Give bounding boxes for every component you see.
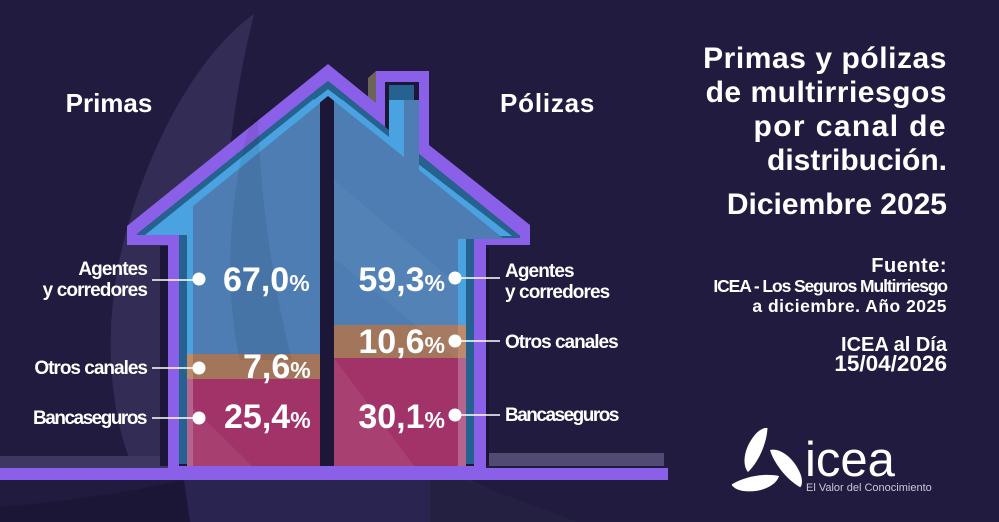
svg-text:Fuente:: Fuente: [871, 255, 947, 277]
svg-text:10,6%: 10,6% [358, 323, 445, 361]
svg-text:El Valor del Conocimiento: El Valor del Conocimiento [806, 482, 932, 494]
svg-text:distribución.: distribución. [767, 144, 947, 177]
svg-text:Pólizas: Pólizas [500, 88, 595, 118]
svg-text:Primas: Primas [66, 88, 153, 118]
svg-text:Diciembre 2025: Diciembre 2025 [727, 188, 947, 221]
svg-text:ICEA - Los Seguros Multirriesg: ICEA - Los Seguros Multirriesgo [713, 276, 947, 296]
svg-text:a diciembre. Año 2025: a diciembre. Año 2025 [752, 296, 947, 316]
svg-text:15/04/2026: 15/04/2026 [834, 351, 947, 376]
svg-text:Bancaseguros: Bancaseguros [505, 405, 619, 426]
svg-text:Agentes: Agentes [78, 259, 147, 280]
svg-text:Agentes: Agentes [505, 261, 574, 282]
svg-text:Bancaseguros: Bancaseguros [33, 408, 147, 429]
svg-text:icea: icea [805, 433, 896, 487]
svg-text:Otros canales: Otros canales [34, 358, 147, 379]
svg-text:ICEA al Día: ICEA al Día [841, 334, 948, 356]
svg-text:por canal de: por canal de [753, 110, 947, 143]
svg-text:25,4%: 25,4% [224, 398, 311, 436]
svg-text:7,6%: 7,6% [243, 348, 311, 386]
svg-text:y corredores: y corredores [43, 280, 148, 301]
svg-text:Primas y pólizas: Primas y pólizas [703, 42, 947, 75]
svg-text:Otros canales: Otros canales [505, 332, 618, 353]
svg-text:de multirriesgos: de multirriesgos [706, 76, 947, 109]
svg-text:y corredores: y corredores [505, 282, 610, 303]
svg-text:59,3%: 59,3% [358, 261, 445, 299]
